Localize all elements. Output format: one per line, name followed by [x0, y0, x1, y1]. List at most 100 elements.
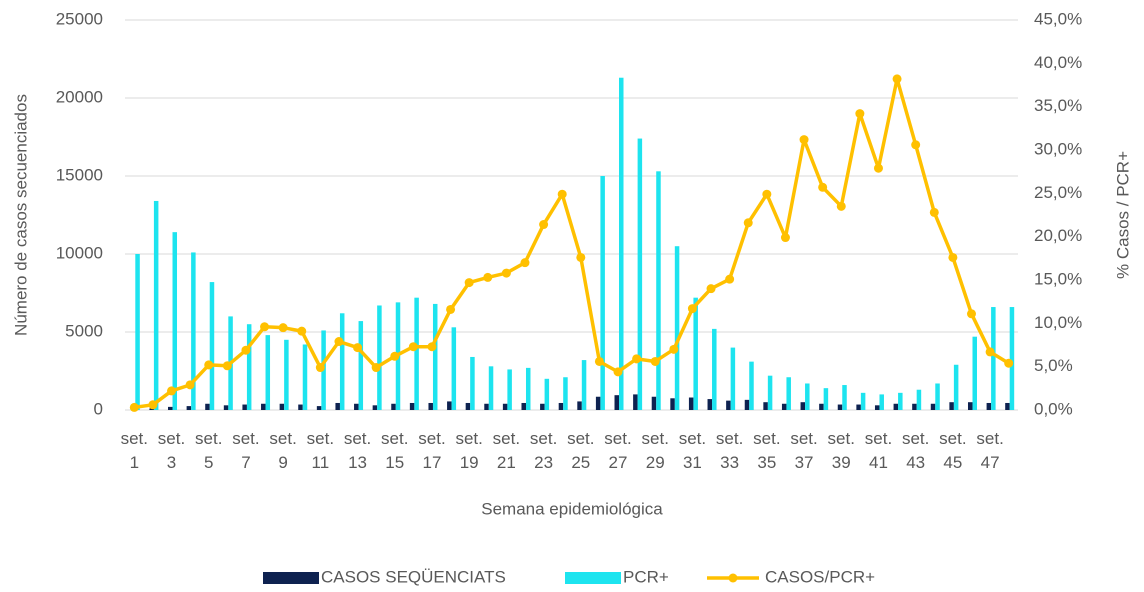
bar — [316, 406, 322, 410]
bar — [651, 396, 657, 410]
bar — [377, 305, 382, 410]
bar — [484, 403, 489, 410]
bar — [912, 403, 917, 410]
bar — [581, 360, 587, 410]
line-marker — [632, 354, 642, 364]
bar — [874, 405, 880, 410]
line-marker — [185, 380, 195, 390]
y2-tick-label: 10,0% — [1034, 313, 1082, 332]
legend-label: PCR+ — [623, 567, 669, 586]
bar — [191, 252, 196, 410]
line-marker — [353, 343, 363, 353]
legend-swatch-marker — [728, 573, 738, 583]
bar — [153, 200, 159, 410]
line-marker — [483, 272, 493, 282]
y2-tick-label: 15,0% — [1034, 269, 1082, 288]
bar — [563, 377, 568, 410]
bar — [781, 403, 787, 410]
line-marker — [222, 361, 232, 371]
bar — [656, 171, 661, 410]
line-marker — [985, 347, 995, 357]
line-marker — [557, 189, 567, 199]
bar — [726, 400, 731, 410]
line-marker — [929, 207, 939, 217]
bar — [786, 377, 791, 410]
line-marker — [650, 356, 660, 366]
bar — [600, 176, 605, 410]
bar — [242, 404, 247, 410]
x-tick-label: set. 19 — [455, 429, 482, 472]
line-marker — [334, 337, 344, 347]
line — [134, 77, 1010, 410]
y2-tick-label: 20,0% — [1034, 226, 1082, 245]
x-tick-label: set. 17 — [418, 429, 445, 472]
line-marker — [948, 252, 958, 262]
x-tick-label: set. 15 — [381, 429, 408, 472]
line-marker — [390, 351, 400, 361]
bar — [805, 383, 810, 410]
x-tick-label: set. 27 — [604, 429, 631, 472]
bar — [502, 403, 508, 410]
bar — [135, 254, 140, 410]
bar — [749, 361, 754, 410]
line-marker — [706, 284, 716, 294]
x-tick-label: set. 5 — [195, 429, 222, 472]
x-tick-label: set. 23 — [530, 429, 557, 472]
bar — [558, 402, 564, 410]
line-marker — [669, 344, 679, 354]
x-tick-label: set. 39 — [828, 429, 855, 472]
x-tick-label: set. 33 — [716, 429, 743, 472]
y2-tick-label: 0,0% — [1034, 399, 1073, 418]
line-marker — [613, 367, 623, 377]
bar — [619, 77, 624, 410]
bar — [521, 402, 526, 410]
bar — [279, 403, 285, 410]
line-marker — [966, 309, 976, 319]
x-tick-label: set. 47 — [976, 429, 1003, 472]
bar — [470, 356, 475, 410]
bar — [428, 402, 433, 410]
bar — [465, 402, 471, 410]
line-marker — [743, 218, 753, 228]
bar — [265, 335, 271, 410]
x-tick-label: set. 25 — [567, 429, 594, 472]
bar — [1005, 402, 1010, 410]
bar — [577, 401, 582, 410]
bar — [488, 366, 494, 410]
y-axis-title: Número de casos secuenciados — [11, 94, 30, 336]
line-marker — [855, 109, 865, 119]
bar — [633, 394, 638, 410]
bar — [856, 404, 861, 410]
bar — [893, 403, 899, 410]
line-marker — [594, 356, 604, 366]
line-marker — [836, 201, 846, 211]
line-marker — [260, 322, 270, 332]
x-tick-label: set. 31 — [679, 429, 706, 472]
x-tick-label: set. 29 — [642, 429, 669, 472]
line-marker — [427, 342, 437, 352]
legend-swatch — [565, 572, 621, 584]
line-marker — [371, 363, 381, 373]
bar — [972, 336, 977, 410]
line-marker — [204, 360, 214, 370]
bar — [967, 402, 973, 410]
line-marker — [148, 400, 158, 410]
line-marker — [446, 304, 456, 314]
line-marker — [687, 304, 697, 314]
y-tick-label: 10000 — [56, 243, 103, 262]
line-marker — [241, 345, 251, 355]
y2-axis-title: % Casos / PCR+ — [1113, 151, 1132, 279]
bar — [209, 282, 215, 410]
bar — [693, 297, 698, 410]
x-tick-label: set. 35 — [753, 429, 780, 472]
x-tick-label: set. 37 — [790, 429, 817, 472]
y-tick-label: 20000 — [56, 87, 103, 106]
y2-tick-label: 5,0% — [1034, 356, 1073, 375]
x-tick-label: set. 13 — [344, 429, 371, 472]
legend-label: CASOS SEQÜENCIATS — [321, 567, 506, 586]
bar — [837, 404, 843, 410]
bar — [168, 406, 173, 410]
y-tick-label: 0 — [94, 399, 103, 418]
line-marker — [315, 363, 325, 373]
